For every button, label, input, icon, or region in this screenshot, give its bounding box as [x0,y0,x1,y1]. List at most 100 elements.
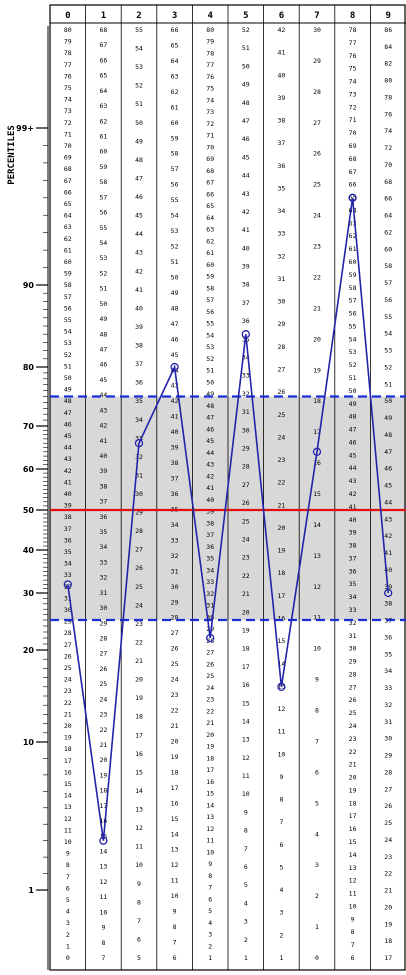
score-cell: 23 [64,687,72,695]
column-header: 3 [172,11,177,21]
score-cell: 53 [135,63,143,71]
score-cell: 49 [242,81,250,89]
score-cell: 10 [64,838,72,846]
score-cell: 30 [64,606,72,614]
score-cell: 21 [99,741,107,749]
column-header: 0 [65,11,70,21]
score-cell: 20 [64,722,72,730]
score-cell: 16 [99,817,107,825]
score-cell: 22 [206,707,214,715]
score-cell: 6 [66,884,70,892]
score-cell: 68 [349,155,357,163]
score-cell: 67 [206,179,214,187]
score-cell: 22 [349,748,357,756]
score-cell: 60 [171,119,179,127]
score-cell: 77 [206,61,214,69]
score-cell: 18 [171,768,179,776]
score-cell: 46 [171,335,179,343]
score-cell: 31 [277,275,285,283]
score-cell: 47 [242,117,250,125]
score-cell: 48 [135,156,143,164]
score-cell: 9 [66,850,70,858]
score-cell: 64 [206,214,214,222]
score-cell: 39 [242,263,250,271]
score-cell: 5 [244,881,248,889]
score-cell: 58 [64,281,72,289]
score-cell: 11 [277,728,285,736]
score-cell: 43 [171,382,179,390]
score-cell: 38 [135,342,143,350]
score-cell: 11 [99,893,107,901]
score-cell: 34 [171,521,179,529]
score-cell: 34 [349,593,357,601]
score-cell: 29 [242,445,250,453]
score-cell: 22 [384,870,392,878]
score-cell: 7 [66,873,70,881]
score-cell: 21 [313,304,321,312]
score-cell: 44 [135,230,143,238]
score-cell: 39 [349,529,357,537]
score-cell: 8 [244,827,248,835]
profile-point [348,193,357,202]
score-cell: 39 [64,502,72,510]
score-cell: 78 [206,49,214,57]
score-cell: 19 [384,920,392,928]
score-cell: 86 [384,26,392,34]
score-cell: 16 [349,825,357,833]
score-cell: 49 [206,390,214,398]
score-cell: 57 [206,296,214,304]
score-cell: 72 [349,103,357,111]
score-cell: 23 [171,691,179,699]
score-cell: 39 [206,508,214,516]
score-cell: 11 [171,877,179,885]
score-cell: 47 [206,414,214,422]
score-cell: 53 [384,347,392,355]
score-cell: 20 [171,737,179,745]
score-cell: 22 [64,699,72,707]
score-cell: 10 [313,645,321,653]
score-cell: 69 [349,142,357,150]
score-cell: 21 [349,761,357,769]
score-cell: 35 [384,650,392,658]
score-cell: 31 [206,602,214,610]
score-cell: 34 [99,543,107,551]
score-cell: 76 [64,72,72,80]
score-cell: 40 [64,490,72,498]
score-cell: 64 [349,206,357,214]
score-cell: 80 [206,26,214,34]
score-cell: 40 [242,244,250,252]
score-cell: 6 [279,841,283,849]
score-cell: 20 [277,524,285,532]
profile-point [277,682,286,691]
score-cell: 16 [64,768,72,776]
score-cell: 53 [171,227,179,235]
score-cell: 60 [349,258,357,266]
score-cell: 23 [242,554,250,562]
column-header: 6 [279,11,284,21]
score-cell: 78 [349,26,357,34]
score-cell: 34 [242,354,250,362]
score-cell: 34 [206,566,214,574]
score-cell: 41 [135,286,143,294]
score-cell: 32 [171,552,179,560]
score-cell: 36 [64,536,72,544]
score-cell: 17 [313,428,321,436]
score-cell: 7 [244,845,248,853]
score-cell: 17 [277,592,285,600]
score-cell: 1 [315,923,319,931]
score-cell: 4 [279,886,283,894]
score-cell: 11 [242,772,250,780]
score-cell: 80 [64,26,72,34]
score-cell: 12 [242,754,250,762]
score-cell: 61 [206,249,214,257]
score-cell: 16 [313,459,321,467]
score-cell: 65 [171,41,179,49]
score-cell: 4 [66,908,70,916]
score-cell: 59 [64,270,72,278]
score-cell: 36 [242,317,250,325]
y-tick-label: 30 [23,589,35,598]
score-cell: 30 [242,426,250,434]
score-cell: 30 [349,645,357,653]
score-cell: 67 [99,41,107,49]
score-cell: 31 [171,567,179,575]
